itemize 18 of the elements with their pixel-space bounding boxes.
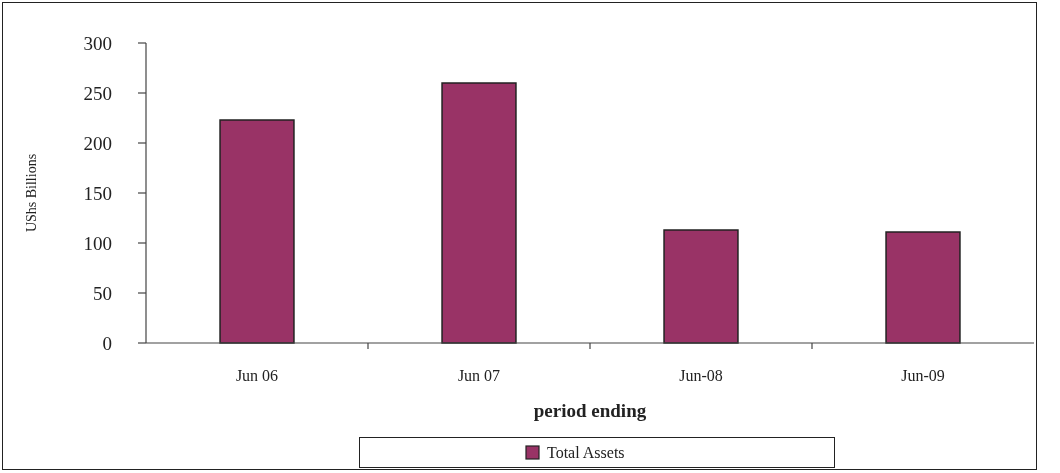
- legend-label: Total Assets: [547, 444, 625, 461]
- bar: [885, 231, 961, 344]
- bar: [219, 119, 295, 344]
- x-axis-title: period ending: [533, 400, 647, 421]
- x-tick-label: Jun-09: [901, 367, 945, 384]
- x-tick-label: Jun-08: [679, 367, 723, 384]
- y-tick-label: 50: [93, 282, 112, 304]
- y-tick-label: 300: [83, 32, 112, 54]
- y-tick-label: 150: [83, 182, 112, 204]
- y-tick-label: 100: [83, 232, 112, 254]
- y-axis-title: UShs Billions: [24, 153, 39, 233]
- x-tick-label: Jun 06: [235, 367, 279, 384]
- bar: [441, 82, 517, 344]
- y-tick-label: 250: [83, 82, 112, 104]
- x-tick-label: Jun 07: [457, 367, 501, 384]
- y-tick-label: 200: [83, 132, 112, 154]
- y-tick-label: 0: [102, 332, 112, 354]
- bar: [663, 229, 739, 344]
